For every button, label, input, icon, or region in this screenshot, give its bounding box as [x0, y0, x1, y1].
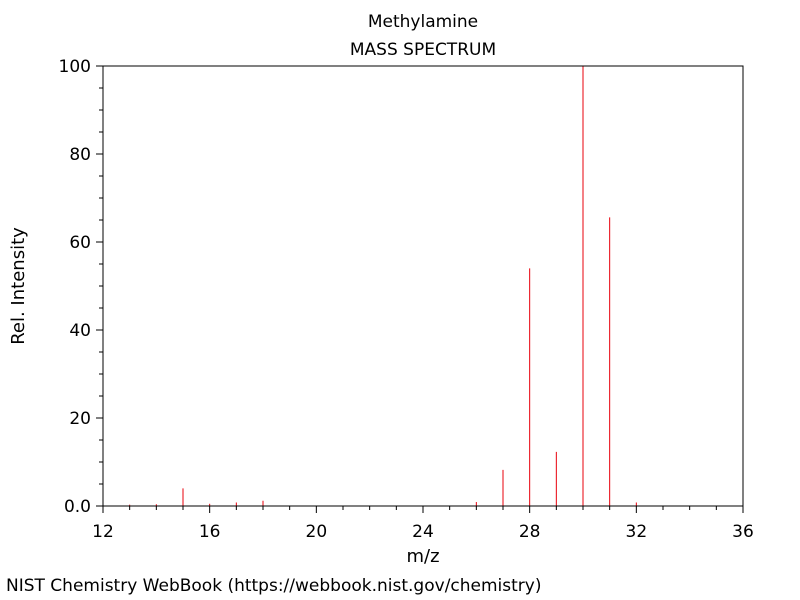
plot-frame	[102, 65, 744, 507]
y-tick-label: 20	[69, 409, 91, 429]
y-tick-label: 0.0	[64, 497, 91, 517]
y-tick-label: 80	[69, 145, 91, 165]
chart-subtitle: MASS SPECTRUM	[350, 40, 496, 60]
x-tick-label: 12	[92, 522, 114, 542]
x-tick-label: 32	[626, 522, 648, 542]
x-tick-label: 28	[519, 522, 541, 542]
chart-title: Methylamine	[368, 12, 478, 32]
source-credit: NIST Chemistry WebBook (https://webbook.…	[6, 576, 542, 596]
x-tick-label: 16	[199, 522, 221, 542]
x-axis-label: m/z	[406, 546, 439, 567]
y-tick-label: 40	[69, 321, 91, 341]
y-axis-label: Rel. Intensity	[8, 227, 29, 345]
x-tick-label: 20	[306, 522, 328, 542]
x-tick-label: 36	[732, 522, 754, 542]
y-tick-label: 100	[59, 57, 91, 77]
mass-spectrum-chart: Methylamine MASS SPECTRUM 12 16 20 24 28 32 36…	[8, 12, 754, 567]
y-tick-label: 60	[69, 233, 91, 253]
peaks-group	[129, 66, 637, 506]
x-tick-label: 24	[412, 522, 434, 542]
